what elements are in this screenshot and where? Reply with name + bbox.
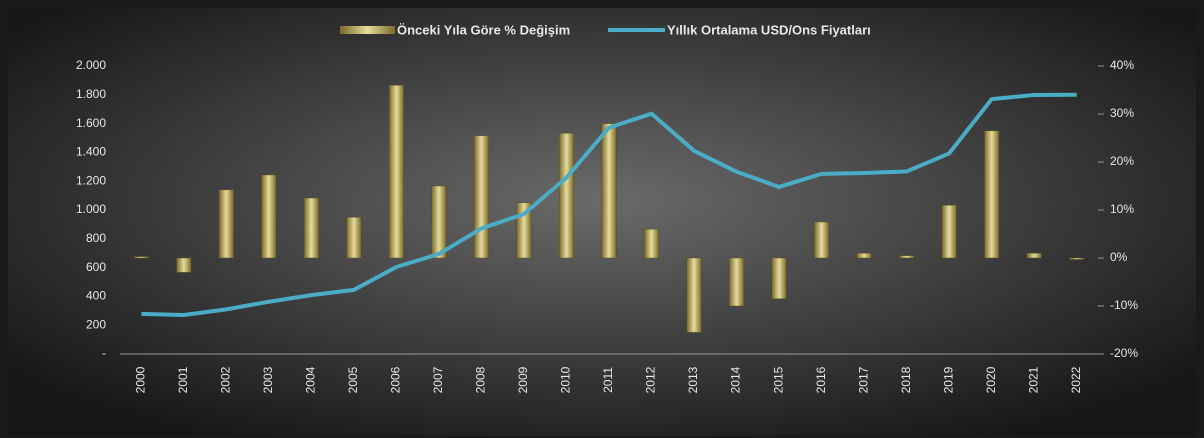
y2-tick-label: -10% xyxy=(1110,298,1138,312)
x-tick-label: 2014 xyxy=(729,366,743,393)
x-tick-label: 2019 xyxy=(941,366,955,393)
legend-label: Yıllık Ortalama USD/Ons Fiyatları xyxy=(667,22,871,37)
y-tick-label: 1.200 xyxy=(76,173,106,187)
x-tick-label: 2011 xyxy=(601,367,615,393)
bar xyxy=(899,255,915,259)
y2-tick-label: 30% xyxy=(1110,106,1134,120)
x-tick-label: 2004 xyxy=(304,366,318,393)
legend-label: Önceki Yıla Göre % Değişim xyxy=(397,22,570,37)
bar xyxy=(984,130,1000,259)
line xyxy=(141,92,1077,317)
x-tick-label: 2006 xyxy=(389,366,403,393)
bar xyxy=(431,185,447,259)
x-tick-label: 2010 xyxy=(559,366,573,393)
x-tick-label: 2000 xyxy=(133,366,147,393)
bar xyxy=(176,257,192,273)
bar xyxy=(686,257,702,333)
x-tick-label: 2016 xyxy=(814,366,828,393)
bar xyxy=(346,216,362,259)
y2-tick-label: 20% xyxy=(1110,154,1134,168)
x-tick-label: 2008 xyxy=(474,366,488,393)
y2-tick-label: -20% xyxy=(1110,346,1138,360)
y-tick-label: 1.400 xyxy=(76,145,106,159)
y-tick-label: 1.000 xyxy=(76,202,106,216)
bar xyxy=(601,123,617,259)
y-tick-label: 1.600 xyxy=(76,116,106,130)
bar xyxy=(1026,252,1042,259)
bar xyxy=(303,197,319,259)
bar xyxy=(558,132,574,259)
x-tick-label: 2002 xyxy=(218,366,232,393)
x-tick-label: 2007 xyxy=(431,366,445,393)
y-tick-label: 1.800 xyxy=(76,87,106,101)
x-tick-label: 2005 xyxy=(346,366,360,393)
bar xyxy=(814,221,830,259)
y-tick-label: 200 xyxy=(86,317,106,331)
x-tick-label: 2017 xyxy=(856,366,870,393)
bar xyxy=(388,84,404,259)
bar xyxy=(729,257,745,307)
bar xyxy=(133,256,149,259)
x-tick-label: 2022 xyxy=(1069,366,1083,393)
bar xyxy=(771,257,787,300)
x-tick-label: 2020 xyxy=(984,366,998,393)
bar xyxy=(218,189,234,259)
legend-swatch xyxy=(340,26,395,34)
bar xyxy=(856,252,872,259)
bar xyxy=(1069,257,1085,260)
x-tick-label: 2018 xyxy=(899,366,913,393)
y-tick-label: 400 xyxy=(86,289,106,303)
bar xyxy=(473,135,489,259)
x-tick-label: 2001 xyxy=(176,366,190,393)
y-tick-label: 600 xyxy=(86,260,106,274)
y-tick-label: 2.000 xyxy=(76,58,106,72)
x-tick-label: 2021 xyxy=(1026,366,1040,393)
y2-tick-label: 10% xyxy=(1110,202,1134,216)
x-tick-label: 2009 xyxy=(516,366,530,393)
x-tick-label: 2012 xyxy=(644,366,658,393)
bar xyxy=(261,174,277,259)
y2-tick-label: 40% xyxy=(1110,58,1134,72)
y-tick-label: - xyxy=(102,346,106,360)
x-tick-label: 2013 xyxy=(686,366,700,393)
y-tick-label: 800 xyxy=(86,231,106,245)
bar xyxy=(941,204,957,259)
bar xyxy=(644,228,660,259)
y2-tick-label: 0% xyxy=(1110,250,1128,264)
x-tick-label: 2015 xyxy=(771,366,785,393)
x-tick-label: 2003 xyxy=(261,366,275,393)
